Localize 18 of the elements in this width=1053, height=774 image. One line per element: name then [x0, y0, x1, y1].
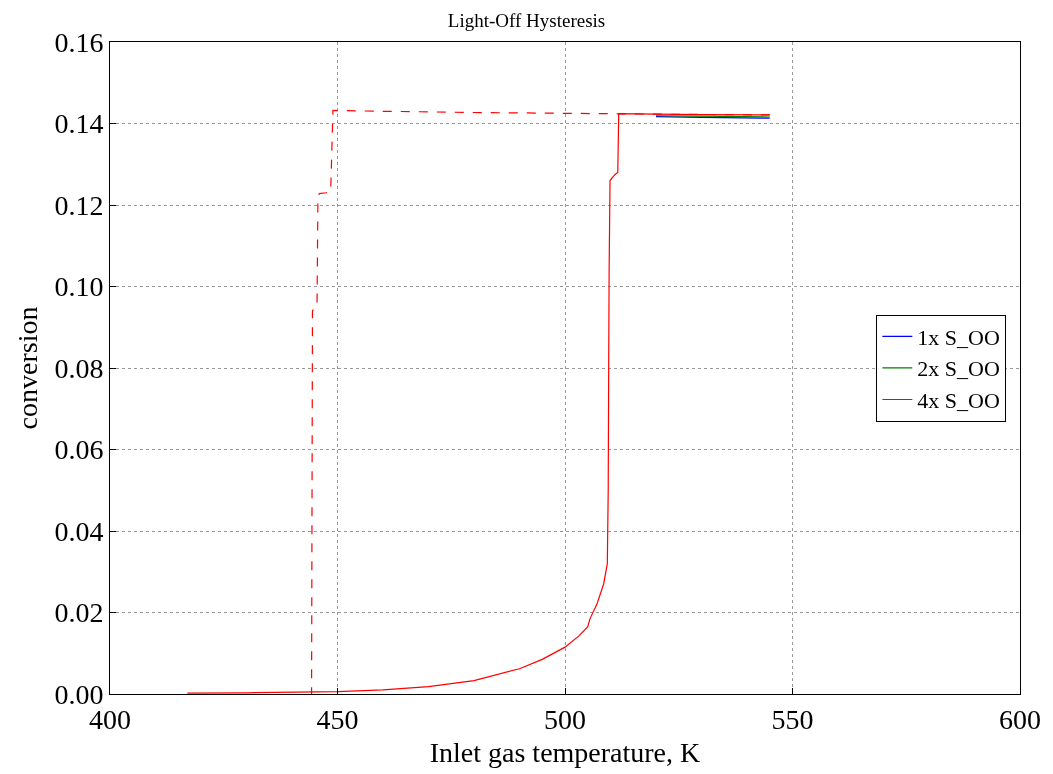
y-tick-label: 0.12 [54, 189, 104, 221]
y-tick-label: 0.04 [54, 515, 104, 547]
y-axis-title: conversion [12, 306, 44, 430]
y-tick-label: 0.14 [54, 108, 104, 140]
y-tick-label: 0.06 [54, 434, 104, 466]
x-tick-label: 550 [771, 703, 814, 735]
x-axis-title: Inlet gas temperature, K [429, 736, 701, 768]
x-tick-label: 450 [316, 703, 359, 735]
x-tick-label: 600 [999, 703, 1041, 735]
legend-label: 1x S_OO [917, 324, 1000, 350]
chart-title: Light-Off Hysteresis [447, 10, 606, 32]
y-tick-label: 0.16 [54, 26, 104, 58]
y-tick-label: 0.10 [54, 271, 104, 303]
y-tick-label: 0.08 [54, 352, 104, 384]
legend-label: 2x S_OO [917, 356, 1000, 382]
legend-label: 4x S_OO [917, 388, 1000, 414]
y-tick-label: 0.02 [54, 597, 104, 629]
x-tick-label: 500 [544, 703, 586, 735]
